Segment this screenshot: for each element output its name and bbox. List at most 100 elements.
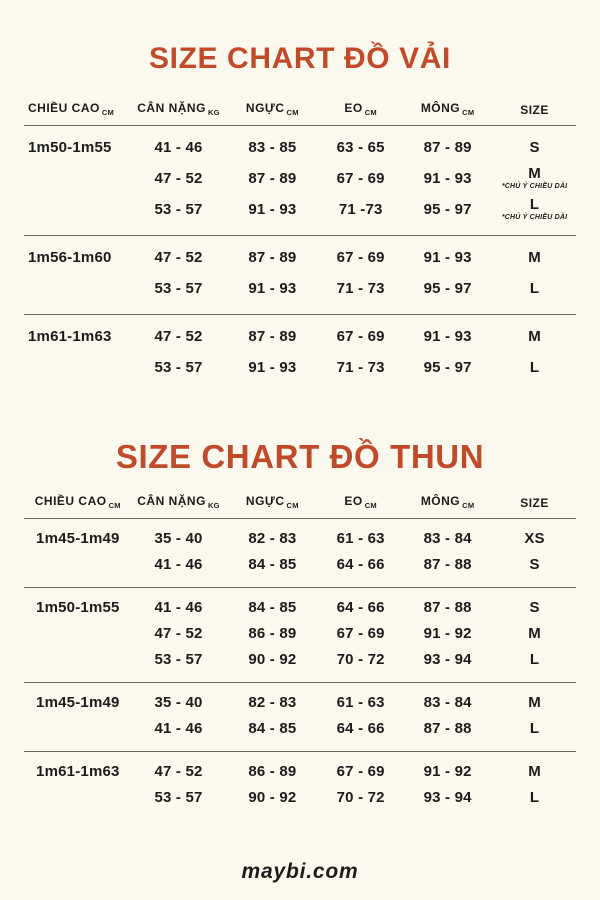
bust-range: 84 - 85 (248, 598, 297, 616)
weight-range: 47 - 52 (154, 624, 203, 642)
size-row: 47 - 52 86 - 89 67 - 69 91 - 92 M (24, 620, 576, 646)
column-header-weight: CÂN NẶNG KG (132, 494, 226, 510)
hip-range: 87 - 88 (423, 555, 472, 573)
column-unit: CM (101, 108, 115, 118)
column-header-hip: MÔNG CM (402, 101, 493, 117)
hip-range: 93 - 94 (423, 788, 472, 806)
height-group: 1m50-1m55 41 - 46 83 - 85 63 - 65 87 - 89 S 47… (24, 126, 576, 237)
website-url: maybi.com (241, 860, 359, 884)
column-header-height: CHIỀU CAO CM (24, 101, 132, 117)
hip-range: 87 - 89 (423, 139, 472, 157)
length-note: *CHÚ Ý CHIỀU DÀI (501, 183, 568, 191)
weight-range: 35 - 40 (154, 693, 203, 711)
waist-range: 67 - 69 (336, 328, 385, 346)
bust-range: 91 - 93 (248, 201, 297, 219)
bust-range: 83 - 85 (248, 139, 297, 157)
size-row: 1m61-1m63 47 - 52 86 - 89 67 - 69 91 - 92 M (24, 758, 576, 784)
size-label: L (529, 650, 540, 668)
hip-range: 91 - 92 (423, 762, 472, 780)
hip-range: 91 - 93 (423, 328, 472, 346)
size-row: 1m50-1m55 41 - 46 83 - 85 63 - 65 87 - 89 S (24, 132, 576, 163)
weight-range: 53 - 57 (154, 280, 203, 298)
waist-range: 61 - 63 (336, 693, 385, 711)
bust-range: 87 - 89 (248, 328, 297, 346)
column-header-bust: NGỰC CM (225, 101, 319, 117)
size-cell: M (493, 328, 576, 345)
height-range: 1m45-1m49 (36, 529, 120, 547)
column-header-bust: NGỰC CM (225, 494, 319, 510)
hip-range: 91 - 93 (423, 170, 472, 188)
column-label: MÔNG (420, 101, 461, 115)
column-unit: KG (207, 501, 220, 511)
size-cell: L *CHÚ Ý CHIỀU DÀI (493, 196, 576, 224)
weight-range: 47 - 52 (154, 249, 203, 267)
column-label: SIZE (520, 496, 549, 511)
size-row: 1m61-1m63 47 - 52 87 - 89 67 - 69 91 - 93 M (24, 321, 576, 352)
bust-range: 91 - 93 (248, 359, 297, 377)
height-range: 1m61-1m63 (28, 328, 112, 346)
size-label: S (529, 139, 540, 157)
column-label: NGỰC (245, 101, 285, 115)
size-cell: S (493, 139, 576, 156)
column-label: SIZE (520, 103, 549, 118)
column-label: MÔNG (420, 493, 461, 508)
height-group: 1m45-1m49 35 - 40 82 - 83 61 - 63 83 - 84 XS 4… (24, 519, 576, 589)
column-header-size: SIZE (493, 103, 576, 117)
size-label: S (529, 598, 540, 616)
waist-range: 71 - 73 (336, 280, 385, 298)
weight-range: 47 - 52 (154, 328, 203, 346)
column-header-row: CHIỀU CAO CM CÂN NẶNG KG NGỰC CM EO CM MÔNG CM SIZ… (24, 101, 576, 127)
weight-range: 47 - 52 (154, 170, 203, 188)
weight-range: 41 - 46 (154, 598, 203, 616)
size-label: XS (524, 529, 545, 547)
size-cell: M (493, 763, 576, 780)
height-range: 1m50-1m55 (28, 139, 112, 157)
column-label: CÂN NẶNG (137, 493, 206, 508)
hip-range: 83 - 84 (423, 693, 472, 711)
height-group: 1m61-1m63 47 - 52 87 - 89 67 - 69 91 - 93 M 53… (24, 315, 576, 393)
size-row: 53 - 57 91 - 93 71 - 73 95 - 97 L (24, 273, 576, 304)
waist-range: 67 - 69 (336, 624, 385, 642)
size-label: M (528, 249, 541, 267)
column-label: EO (344, 493, 363, 508)
column-unit: KG (207, 108, 220, 118)
column-header-size: SIZE (493, 496, 576, 510)
bust-range: 86 - 89 (248, 624, 297, 642)
waist-range: 67 - 69 (336, 762, 385, 780)
hip-range: 91 - 93 (423, 249, 472, 267)
size-row: 1m56-1m60 47 - 52 87 - 89 67 - 69 91 - 93 M (24, 242, 576, 273)
size-cell: L (493, 280, 576, 297)
size-label: M (528, 693, 541, 711)
bust-range: 91 - 93 (248, 280, 297, 298)
bust-range: 87 - 89 (248, 249, 297, 267)
size-cell: L (493, 359, 576, 376)
size-label: L (529, 788, 540, 806)
column-unit: CM (462, 108, 475, 118)
weight-range: 35 - 40 (154, 529, 203, 547)
waist-range: 70 - 72 (336, 650, 385, 668)
fabric-chart-title: SIZE CHART ĐỒ VẢI (149, 42, 451, 75)
waist-range: 64 - 66 (336, 719, 385, 737)
waist-range: 67 - 69 (336, 170, 385, 188)
size-cell: L (493, 720, 576, 737)
waist-range: 71 - 73 (336, 359, 385, 377)
waist-range: 64 - 66 (336, 598, 385, 616)
column-label: NGỰC (245, 493, 285, 508)
waist-range: 67 - 69 (336, 249, 385, 267)
size-row: 41 - 46 84 - 85 64 - 66 87 - 88 S (24, 551, 576, 577)
size-label: M (528, 762, 541, 780)
hip-range: 95 - 97 (423, 280, 472, 298)
bust-range: 87 - 89 (248, 170, 297, 188)
weight-range: 41 - 46 (154, 719, 203, 737)
column-unit: CM (286, 108, 299, 118)
hip-range: 87 - 88 (423, 598, 472, 616)
hip-range: 95 - 97 (423, 201, 472, 219)
size-cell: S (493, 599, 576, 616)
bust-range: 90 - 92 (248, 788, 297, 806)
height-group: 1m56-1m60 47 - 52 87 - 89 67 - 69 91 - 93 M 53… (24, 236, 576, 316)
weight-range: 41 - 46 (154, 139, 203, 157)
hip-range: 93 - 94 (423, 650, 472, 668)
size-row: 47 - 52 87 - 89 67 - 69 91 - 93 M *CHÚ Ý CHIỀ… (24, 163, 576, 194)
weight-range: 53 - 57 (154, 359, 203, 377)
column-header-weight: CÂN NẶNG KG (132, 101, 226, 117)
